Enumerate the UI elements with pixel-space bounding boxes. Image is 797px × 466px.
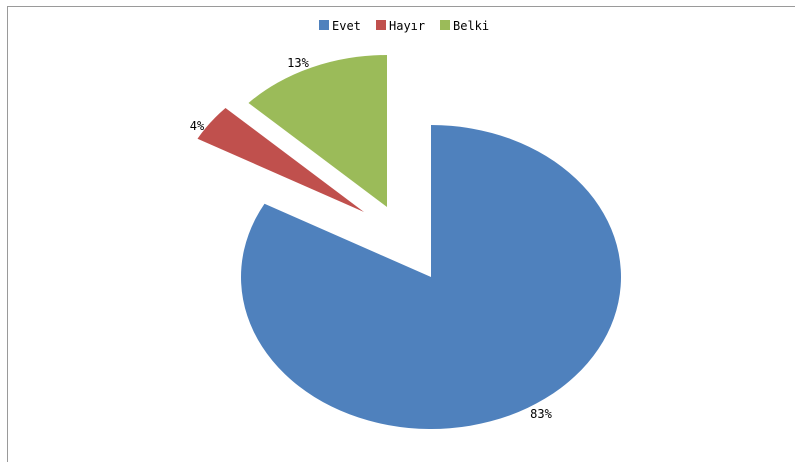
pie-slices xyxy=(197,55,622,430)
pie-slice-1 xyxy=(241,125,622,430)
legend-label-1: Evet xyxy=(332,19,361,33)
legend-label-3: Belki xyxy=(453,19,489,33)
legend: Evet Hayır Belki xyxy=(319,19,489,33)
legend-swatch-3 xyxy=(440,20,450,30)
data-label-1: 83% xyxy=(530,407,552,421)
legend-swatch-1 xyxy=(319,20,329,30)
data-label-3: 13% xyxy=(287,56,309,70)
legend-swatch-2 xyxy=(376,20,386,30)
pie-slice-2 xyxy=(197,107,364,212)
pie-slice-3 xyxy=(248,55,387,207)
data-labels: 83% 4% 13% xyxy=(190,56,553,421)
data-label-2: 4% xyxy=(190,119,205,133)
chart-area xyxy=(7,6,795,462)
legend-label-2: Hayır xyxy=(389,19,425,33)
